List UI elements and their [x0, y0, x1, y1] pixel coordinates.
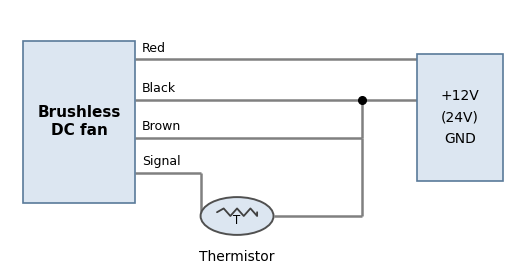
Text: Brushless
DC fan: Brushless DC fan: [38, 105, 121, 138]
Text: Red: Red: [142, 42, 166, 55]
Text: Thermistor: Thermistor: [200, 250, 275, 264]
FancyBboxPatch shape: [417, 54, 503, 181]
Text: T: T: [233, 214, 241, 227]
Text: Signal: Signal: [142, 155, 180, 168]
Text: Black: Black: [142, 82, 176, 95]
Circle shape: [201, 197, 274, 235]
Text: Brown: Brown: [142, 120, 181, 133]
FancyBboxPatch shape: [23, 40, 135, 202]
Text: +12V
(24V)
GND: +12V (24V) GND: [440, 89, 479, 146]
